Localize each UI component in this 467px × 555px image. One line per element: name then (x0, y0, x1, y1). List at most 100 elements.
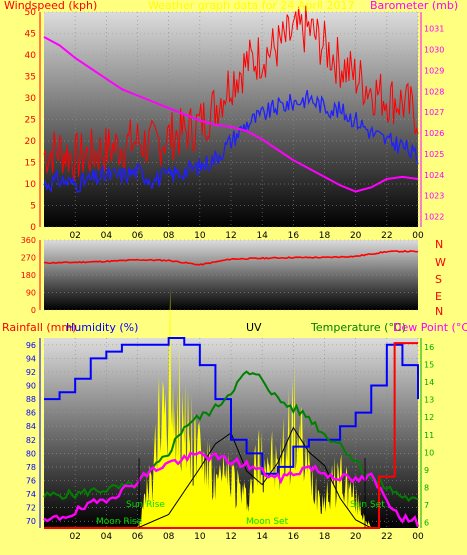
top-x-tick-18: 18 (319, 231, 331, 241)
temp-tick-12: 12 (424, 413, 434, 422)
wind-tick-10: 10 (25, 180, 37, 190)
low-x-tick-18: 18 (319, 532, 331, 542)
direction-chart-area (44, 240, 418, 310)
date-title: Weather graph data for 24 April 2017 (148, 0, 355, 12)
wind-tick-15: 15 (25, 159, 36, 169)
top-x-tick-16: 16 (288, 231, 300, 241)
baro-tick-1022: 1022 (424, 213, 444, 222)
hum-tick-82: 82 (26, 436, 36, 445)
temp-tick-10: 10 (424, 448, 434, 457)
temp-tick-14: 14 (424, 378, 434, 387)
top-x-tick-10: 10 (194, 231, 206, 241)
wind-tick-40: 40 (25, 51, 37, 61)
baro-tick-1030: 1030 (424, 46, 444, 55)
baro-tick-1023: 1023 (424, 192, 444, 201)
top-x-tick-14: 14 (256, 231, 268, 241)
dir-tick-360: 360 (21, 236, 36, 245)
top-x-tick-20: 20 (350, 231, 362, 241)
direction-letter-n2: N (435, 305, 444, 318)
low-x-tick-22: 22 (381, 532, 392, 542)
temp-tick-9: 9 (424, 466, 429, 475)
hum-tick-70: 70 (26, 517, 36, 526)
wind-gust-line (43, 5, 419, 181)
temperature-title: Temperature (°C) (311, 321, 406, 334)
low-x-tick-00: 00 (412, 532, 424, 542)
wind-tick-0: 0 (30, 223, 36, 233)
direction-letter-w: W (435, 256, 446, 269)
low-x-tick-10: 10 (194, 532, 206, 542)
temp-tick-6: 6 (424, 519, 429, 528)
hum-tick-78: 78 (26, 463, 36, 472)
wind-tick-50: 50 (25, 8, 37, 18)
hum-tick-80: 80 (26, 449, 36, 458)
dir-tick-90: 90 (26, 289, 36, 298)
temp-tick-16: 16 (424, 343, 434, 352)
low-x-tick-02: 02 (69, 532, 80, 542)
temp-tick-15: 15 (424, 360, 434, 369)
hum-tick-74: 74 (26, 490, 36, 499)
humidity-title: Humidity (%) (66, 321, 139, 334)
barometer-axis-title: Barometer (mb) (370, 0, 459, 12)
hum-tick-90: 90 (26, 382, 36, 391)
low-x-tick-20: 20 (350, 532, 362, 542)
baro-tick-1024: 1024 (424, 171, 444, 180)
wind-tick-45: 45 (25, 30, 36, 40)
top-x-tick-12: 12 (225, 231, 236, 241)
rainfall-line (44, 342, 418, 529)
direction-letter-e: E (435, 290, 442, 303)
low-x-tick-06: 06 (132, 532, 144, 542)
rainfall-title: Rainfall (mm) (2, 321, 77, 334)
baro-tick-1025: 1025 (424, 150, 444, 159)
top-x-tick-08: 08 (163, 231, 175, 241)
sunset-label: Sun Set (350, 500, 385, 510)
baro-tick-1029: 1029 (424, 66, 444, 75)
baro-tick-1031: 1031 (424, 25, 444, 34)
hum-tick-92: 92 (26, 368, 36, 377)
hum-tick-84: 84 (26, 422, 36, 431)
hum-tick-88: 88 (26, 395, 36, 404)
uv-title: UV (246, 321, 262, 334)
hum-tick-76: 76 (26, 477, 36, 486)
temperature-line (43, 370, 419, 503)
temp-tick-8: 8 (424, 484, 429, 493)
top-x-tick-06: 06 (132, 231, 144, 241)
baro-tick-1026: 1026 (424, 129, 444, 138)
temp-tick-11: 11 (424, 431, 434, 440)
direction-letter-s: S (435, 273, 442, 286)
moonrise-label: Moon Rise (96, 517, 143, 527)
top-x-tick-22: 22 (381, 231, 392, 241)
dewpoint-title: Dew Point (°C) (393, 321, 467, 334)
wind-tick-35: 35 (25, 73, 36, 83)
sunrise-label: Sun Rise (126, 500, 165, 510)
low-x-tick-08: 08 (163, 532, 175, 542)
hum-tick-96: 96 (26, 341, 36, 350)
temp-tick-7: 7 (424, 501, 429, 510)
humidity-line (44, 337, 419, 475)
barometer-line (43, 36, 419, 193)
direction-line (43, 249, 419, 266)
wind-avg-line (43, 90, 419, 193)
low-x-tick-12: 12 (225, 532, 236, 542)
windspeed-axis-title: Windspeed (kph) (4, 0, 98, 12)
top-x-tick-02: 02 (69, 231, 80, 241)
wind-tick-30: 30 (25, 94, 37, 104)
temp-tick-13: 13 (424, 396, 434, 405)
low-x-tick-16: 16 (288, 532, 300, 542)
hum-tick-86: 86 (26, 409, 36, 418)
wind-tick-25: 25 (25, 116, 36, 126)
low-x-tick-14: 14 (256, 532, 268, 542)
baro-tick-1028: 1028 (424, 87, 444, 96)
direction-letter-n: N (435, 238, 444, 251)
wind-tick-20: 20 (25, 137, 37, 147)
wind-tick-5: 5 (30, 202, 36, 212)
uv-area (137, 288, 372, 528)
dir-tick-270: 270 (21, 254, 36, 263)
dir-tick-0: 0 (31, 306, 36, 315)
hum-tick-72: 72 (26, 504, 36, 513)
top-x-tick-04: 04 (101, 231, 113, 241)
dir-tick-180: 180 (21, 271, 36, 280)
low-x-tick-04: 04 (101, 532, 113, 542)
dewpoint-line (43, 450, 420, 528)
moonset-label: Moon Set (246, 517, 289, 527)
